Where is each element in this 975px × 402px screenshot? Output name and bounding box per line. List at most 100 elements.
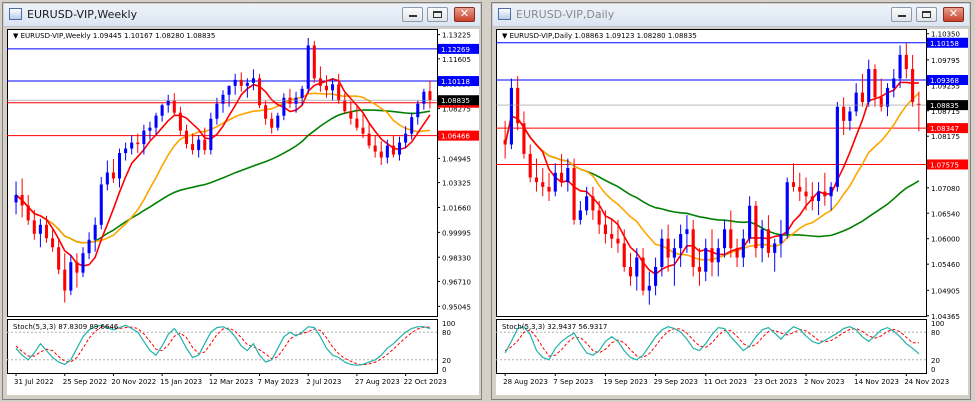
candle-body xyxy=(879,97,883,107)
candle-body xyxy=(534,177,539,183)
stochastic-level-label: 20 xyxy=(442,357,451,365)
current-price-label: 1.08835 xyxy=(441,97,470,105)
candle-body xyxy=(160,105,164,116)
x-tick-label: 23 Oct 2023 xyxy=(754,378,797,386)
level-label: 1.10118 xyxy=(441,78,470,86)
candle xyxy=(660,229,664,277)
candle xyxy=(516,76,520,131)
y-tick-label: 1.11605 xyxy=(442,56,471,64)
candle-body xyxy=(245,82,249,86)
candle xyxy=(191,133,195,155)
daily-minimize-button[interactable] xyxy=(891,7,912,22)
daily-maximize-button[interactable] xyxy=(916,7,937,22)
candle xyxy=(276,112,280,131)
candle xyxy=(798,172,802,202)
candle xyxy=(14,181,18,215)
candle xyxy=(597,201,601,234)
candle xyxy=(666,224,670,272)
candle xyxy=(227,85,231,107)
weekly-chart-window[interactable]: EURUSD-VIP,Weekly ✕ 1.132251.116051.0995… xyxy=(2,2,482,400)
level-label: 1.09368 xyxy=(930,77,959,85)
candle-body xyxy=(355,118,359,128)
candle xyxy=(312,40,316,83)
candle-body xyxy=(553,172,557,192)
candle-body xyxy=(227,85,231,95)
weekly-titlebar[interactable]: EURUSD-VIP,Weekly ✕ xyxy=(4,4,480,27)
candle-body xyxy=(373,145,377,152)
candle-body xyxy=(603,224,607,234)
y-tick-label: 1.01660 xyxy=(442,204,471,212)
x-tick-label: 11 Oct 2023 xyxy=(704,378,747,386)
candle-body xyxy=(917,103,921,106)
candle xyxy=(647,271,651,305)
candle xyxy=(233,73,237,95)
candle xyxy=(32,209,36,240)
weekly-maximize-button[interactable] xyxy=(427,7,448,22)
candle xyxy=(209,112,213,155)
weekly-minimize-button[interactable] xyxy=(402,7,423,22)
candle-body xyxy=(722,229,727,249)
candle-body xyxy=(306,45,310,89)
candle xyxy=(610,219,614,249)
daily-close-button[interactable]: ✕ xyxy=(943,7,964,22)
candle-body xyxy=(572,168,576,220)
candle xyxy=(697,248,702,286)
daily-chart-window[interactable]: EURUSD-VIP,Daily ✕ 1.10350 1.09795 1.09255… xyxy=(491,2,971,400)
x-tick-label: 28 Aug 2023 xyxy=(503,378,548,386)
candle-body xyxy=(735,248,739,258)
candle xyxy=(842,97,846,136)
candle-body xyxy=(148,127,152,131)
candle-body xyxy=(111,172,115,179)
candle-body xyxy=(142,130,146,145)
daily-price-chart[interactable]: 1.103501.097951.092551.087151.081751.076… xyxy=(496,29,968,395)
y-tick-label: 1.06000 xyxy=(931,236,960,244)
weekly-price-chart[interactable]: 1.132251.116051.099501.082751.064651.049… xyxy=(7,29,479,395)
y-tick-label: 1.06540 xyxy=(931,210,960,218)
candle xyxy=(197,135,201,158)
candle-body xyxy=(343,100,347,112)
candle xyxy=(172,93,176,116)
candle-body xyxy=(57,247,61,270)
candle xyxy=(398,136,402,161)
candle-body xyxy=(585,196,589,211)
candle xyxy=(416,100,420,125)
candle xyxy=(87,232,91,260)
minimize-icon xyxy=(409,15,417,17)
candle-body xyxy=(710,248,714,263)
candle xyxy=(282,93,286,121)
candle-body xyxy=(428,91,432,101)
candle xyxy=(628,252,633,286)
weekly-window-title: EURUSD-VIP,Weekly xyxy=(27,8,138,21)
daily-window-title: EURUSD-VIP,Daily xyxy=(516,8,615,21)
y-tick-label: 1.04945 xyxy=(442,155,471,163)
candle-body xyxy=(166,100,170,106)
candle-body xyxy=(251,78,255,83)
candle xyxy=(854,83,858,117)
candle xyxy=(509,78,513,150)
candle-body xyxy=(26,205,30,221)
candle xyxy=(294,91,298,113)
candle xyxy=(178,106,182,136)
candle-body xyxy=(178,112,182,131)
candle xyxy=(735,238,739,267)
candle-body xyxy=(597,210,601,225)
candle xyxy=(154,112,158,136)
daily-titlebar[interactable]: EURUSD-VIP,Daily ✕ xyxy=(493,4,969,27)
candle-body xyxy=(239,79,243,86)
candle-body xyxy=(616,238,620,244)
candle-body xyxy=(591,196,595,211)
candle xyxy=(428,80,432,109)
candle xyxy=(716,238,720,277)
level-label-box xyxy=(927,74,968,85)
candle xyxy=(603,210,607,244)
candle xyxy=(349,100,353,125)
candle-body xyxy=(203,139,207,151)
x-tick-label: 24 Nov 2023 xyxy=(904,378,949,386)
candle-body xyxy=(679,234,683,249)
level-label: 1.06466 xyxy=(441,133,470,141)
candle xyxy=(306,37,310,94)
candle-body xyxy=(810,196,814,202)
weekly-close-button[interactable]: ✕ xyxy=(454,7,475,22)
candle-body xyxy=(391,145,395,155)
symbol-info-label: ▼ EURUSD-VIP,Weekly 1.09445 1.10167 1.08… xyxy=(13,32,215,40)
